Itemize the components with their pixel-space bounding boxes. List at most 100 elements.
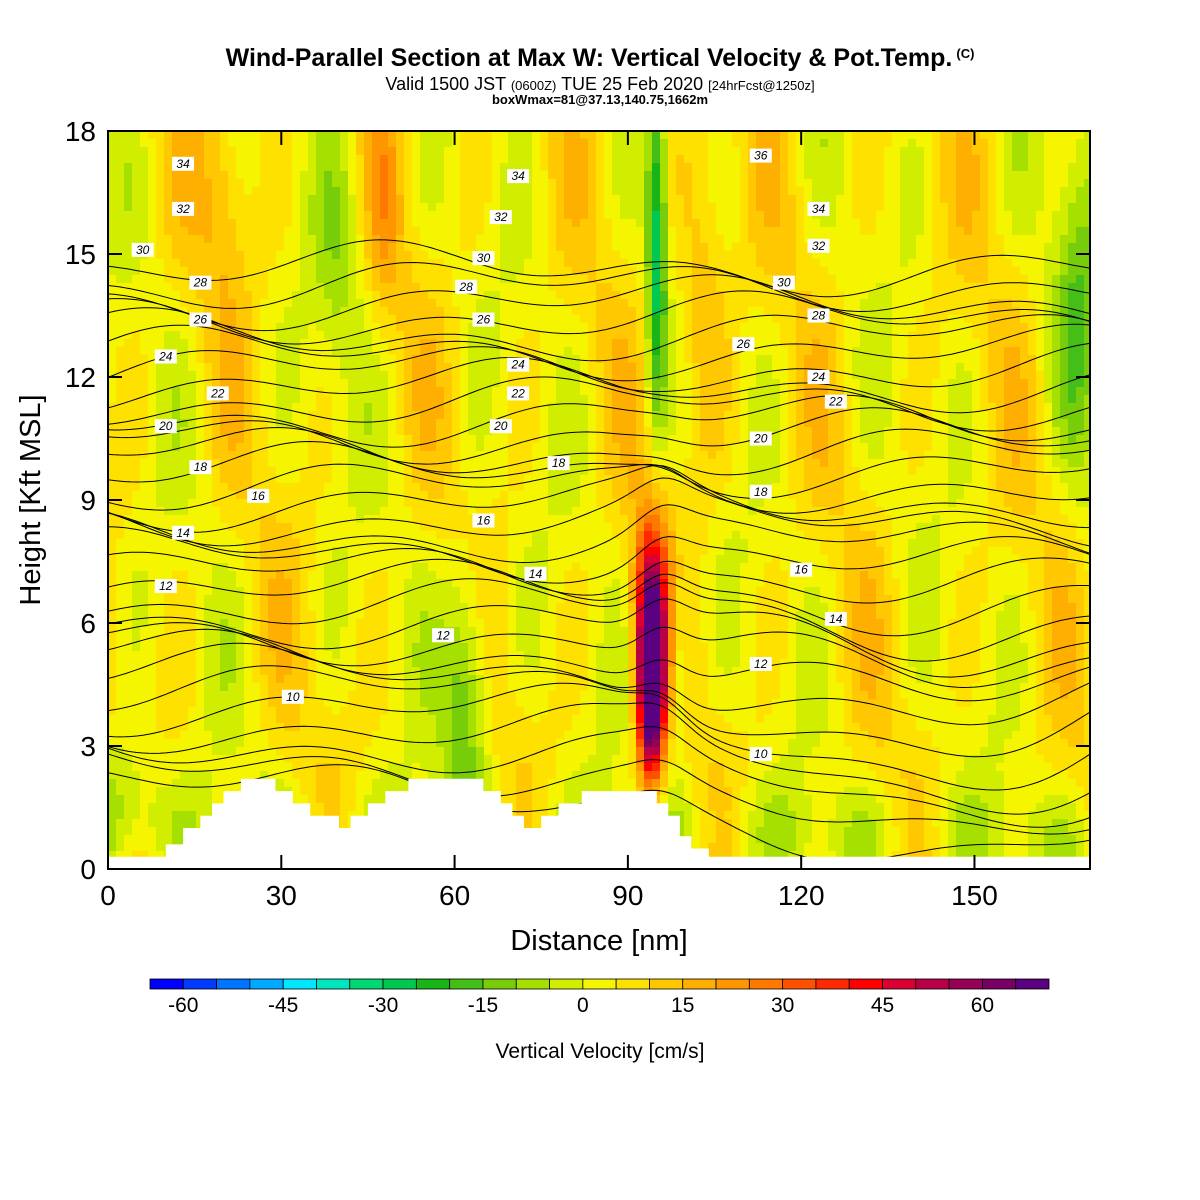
x-tick-label: 0: [100, 880, 116, 911]
colorbar: -60 -45 -30 -15 0 15 30 45 60: [149, 978, 1050, 1017]
contour-label-text: 34: [812, 202, 826, 216]
theta-contour-line: [108, 323, 1090, 382]
colorbar-label: 60: [971, 994, 994, 1017]
contour-label-text: 20: [753, 432, 768, 446]
y-tick-label: 0: [80, 854, 96, 885]
theta-contour-line: [108, 463, 1090, 514]
contour-label: 16: [790, 562, 813, 577]
chart-subtitle: Valid 1500 JST (0600Z) TUE 25 Feb 2020 […: [0, 74, 1200, 95]
subtitle-utc: (0600Z): [510, 78, 557, 93]
x-tick-label: 60: [439, 880, 470, 911]
contour-label-text: 12: [159, 579, 173, 593]
colorbar-swatch: [449, 978, 484, 990]
contour-label: 16: [247, 488, 270, 503]
contour-label: 28: [807, 308, 830, 323]
contour-label-text: 34: [511, 169, 525, 183]
y-tick-label: 18: [65, 116, 96, 147]
contour-label-text: 20: [493, 419, 508, 433]
contour-label: 10: [281, 689, 304, 704]
contour-label-text: 18: [754, 485, 768, 499]
contour-label-text: 28: [193, 276, 208, 290]
contour-label: 20: [154, 419, 177, 434]
colorbar-swatch: [582, 978, 617, 990]
contour-label: 16: [472, 513, 495, 528]
terrain-mask: [108, 778, 1090, 869]
colorbar-swatch: [848, 978, 883, 990]
contour-label-text: 32: [494, 210, 508, 224]
contour-label: 24: [807, 370, 830, 384]
colorbar-swatch: [915, 978, 950, 990]
colorbar-swatch: [1015, 978, 1050, 990]
contour-label: 20: [489, 419, 512, 434]
contour-label: 12: [432, 628, 455, 643]
theta-contour-line: [108, 356, 1090, 414]
contour-label-text: 26: [193, 313, 208, 327]
contour-label: 22: [824, 394, 847, 409]
colorbar-swatch: [882, 978, 917, 990]
theta-contour-line: [108, 622, 1090, 689]
contour-label: 30: [472, 251, 495, 266]
chart-title-mark: (C): [956, 46, 975, 61]
contour-label-text: 28: [811, 309, 826, 323]
colorbar-label: 0: [577, 994, 589, 1017]
theta-contour-line: [108, 642, 1090, 726]
y-tick-label: 15: [65, 239, 96, 270]
colorbar-swatch: [349, 978, 384, 990]
colorbar-swatch: [482, 978, 517, 990]
contour-label-text: 36: [754, 149, 768, 163]
theta-contour-line: [108, 427, 1090, 476]
theta-contour-line: [108, 239, 1090, 298]
contour-label-text: 34: [176, 157, 190, 171]
contour-label: 14: [824, 611, 847, 626]
colorbar-swatch: [415, 978, 451, 990]
contour-label: 20: [749, 431, 772, 446]
contour-label: 18: [189, 460, 212, 475]
theta-contour-line: [108, 628, 1090, 702]
contour-label: 34: [172, 156, 195, 171]
contour-label-text: 22: [828, 395, 843, 409]
colorbar-swatch: [216, 978, 251, 990]
contour-label: 34: [507, 169, 530, 184]
colorbar-swatch: [615, 978, 650, 990]
contour-label: 26: [472, 312, 495, 327]
theta-contour-line: [108, 726, 1090, 828]
colorbar-swatch: [282, 978, 317, 990]
x-tick-label: 90: [612, 880, 643, 911]
theta-contour-line: [108, 477, 1090, 547]
contour-label: 22: [206, 386, 229, 401]
theta-contour-line: [108, 376, 1090, 432]
contour-label-text: 24: [510, 358, 525, 372]
x-tick-label: 30: [266, 880, 297, 911]
contour-label-text: 14: [529, 567, 543, 581]
contour-labels: 3432302826242220181614121034323028262422…: [131, 148, 847, 762]
y-tick-label: 3: [80, 731, 96, 762]
theta-contour-line: [108, 342, 1090, 392]
colorbar-swatch: [182, 978, 217, 990]
chart-title-text: Wind-Parallel Section at Max W: Vertical…: [225, 44, 953, 72]
contour-label: 30: [772, 275, 795, 290]
contour-label-text: 14: [176, 526, 190, 540]
colorbar-swatch: [748, 978, 784, 990]
contour-label-text: 12: [436, 628, 450, 642]
theta-contour-line: [108, 558, 1090, 637]
colorbar-label: 45: [871, 994, 894, 1017]
theta-contour-line: [108, 578, 1090, 662]
x-tick-label: 120: [778, 880, 825, 911]
theta-contour-line: [108, 702, 1090, 815]
contour-label-text: 16: [477, 514, 491, 528]
colorbar-swatch: [549, 978, 584, 990]
contour-label: 18: [749, 484, 772, 499]
colorbar-title: Vertical Velocity [cm/s]: [496, 1040, 705, 1063]
contour-label: 26: [732, 337, 755, 352]
theta-contour-line: [108, 307, 1090, 362]
theta-contour-line: [108, 526, 1090, 584]
contour-label-text: 26: [736, 337, 751, 351]
contour-label: 28: [455, 279, 478, 294]
contour-label-text: 18: [194, 460, 208, 474]
contour-label-text: 30: [136, 243, 150, 257]
contour-label: 24: [154, 349, 177, 364]
contour-label: 12: [749, 657, 772, 671]
contour-label-text: 26: [476, 313, 491, 327]
colorbar-swatch: [815, 978, 850, 990]
